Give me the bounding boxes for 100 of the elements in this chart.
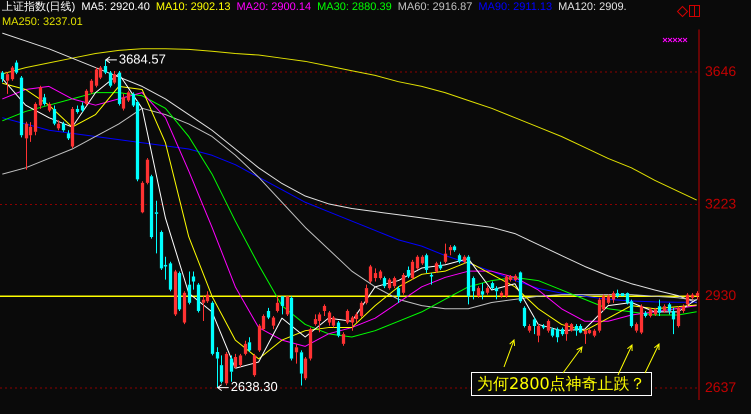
candlestick	[202, 296, 206, 322]
candlestick	[336, 320, 340, 338]
candlestick	[196, 282, 200, 314]
candlestick	[378, 269, 382, 280]
candlestick	[104, 59, 108, 75]
candlestick	[290, 296, 294, 361]
candlestick	[640, 304, 644, 335]
candlestick	[406, 266, 410, 279]
candlestick	[276, 296, 280, 314]
candlestick	[532, 317, 536, 335]
candlestick	[160, 230, 164, 270]
candlestick	[328, 310, 332, 326]
candlestick	[230, 354, 234, 382]
candlestick	[206, 290, 210, 304]
candlestick	[118, 70, 122, 106]
candlestick	[668, 302, 672, 315]
candlestick	[514, 274, 518, 282]
text: MA250: 3237.01	[2, 15, 83, 30]
candlestick	[486, 286, 490, 296]
candlestick	[122, 93, 126, 111]
candlestick	[522, 306, 526, 328]
text: MA20: 2900.14	[236, 0, 312, 15]
candlestick	[6, 72, 10, 94]
annotation: 为何2800点神奇止跌？	[471, 372, 652, 396]
candlestick	[634, 322, 638, 334]
candlestick	[168, 261, 172, 292]
candlestick	[598, 297, 602, 334]
candlestick	[210, 300, 214, 356]
candlestick	[424, 253, 428, 274]
candlestick	[438, 261, 442, 270]
candlestick	[416, 254, 420, 270]
candlestick	[392, 276, 396, 289]
candlestick	[592, 328, 596, 338]
candlestick	[42, 93, 46, 106]
candlestick	[654, 307, 658, 316]
candlestick	[108, 70, 112, 88]
candlestick	[70, 106, 74, 149]
candlestick	[52, 104, 56, 126]
candlestick	[504, 274, 508, 298]
y-tick-label: 2930	[705, 287, 736, 304]
candlestick	[224, 351, 228, 386]
candlestick	[536, 324, 540, 343]
candlestick	[300, 350, 304, 386]
candlestick	[480, 282, 484, 300]
candlestick	[466, 254, 470, 305]
candlestick	[410, 259, 414, 280]
candlestick	[178, 270, 182, 312]
candlestick	[570, 322, 574, 332]
chart-title: 上证指数(日线)	[2, 0, 76, 15]
candlestick	[476, 286, 480, 298]
y-tick-label: 3646	[705, 62, 736, 79]
candlestick	[584, 328, 588, 344]
candlestick	[556, 327, 560, 343]
candlestick	[402, 272, 406, 296]
candlestick	[80, 102, 84, 113]
candlestick	[462, 254, 466, 264]
text: MA120: 2909.	[558, 0, 627, 15]
candlestick	[322, 304, 326, 316]
candlestick	[244, 340, 248, 356]
candlestick	[216, 346, 220, 388]
text: MA5: 2920.40	[81, 0, 150, 15]
candlestick	[332, 315, 336, 328]
candlestick	[550, 327, 554, 338]
candlestick	[430, 272, 434, 286]
candlestick	[350, 315, 354, 332]
candlestick	[364, 284, 368, 305]
candlestick	[578, 324, 582, 333]
candlestick	[560, 327, 564, 336]
candlestick	[272, 315, 276, 330]
candlestick	[84, 88, 88, 106]
candlestick	[472, 276, 476, 300]
candlestick	[368, 264, 372, 284]
candlestick	[252, 353, 256, 378]
text: MA30: 2880.39	[317, 0, 392, 15]
candlestick	[126, 90, 130, 103]
candlestick	[676, 306, 680, 328]
candlestick	[388, 278, 392, 290]
candlestick	[314, 314, 318, 326]
text: MA90: 2911.13	[478, 0, 552, 15]
candlestick	[62, 121, 66, 132]
candlestick	[672, 307, 676, 335]
candlestick	[112, 70, 116, 85]
candlestick	[56, 120, 60, 131]
candlestick	[90, 78, 94, 94]
candlestick	[346, 308, 350, 325]
candlestick	[48, 102, 52, 113]
candlestick	[174, 269, 178, 316]
candlestick	[188, 270, 192, 305]
candlestick	[546, 318, 550, 334]
candlestick	[94, 67, 98, 88]
candlestick	[458, 253, 462, 264]
candlestick	[444, 243, 448, 264]
candlestick	[518, 270, 522, 304]
text: MA10: 2902.13	[156, 0, 230, 15]
text: MA60: 2916.87	[398, 0, 472, 15]
candlestick	[150, 174, 154, 240]
candlestick	[658, 299, 662, 316]
annotation: 3684.57	[118, 51, 166, 66]
candlestick	[238, 353, 242, 368]
candlestick	[686, 292, 690, 306]
